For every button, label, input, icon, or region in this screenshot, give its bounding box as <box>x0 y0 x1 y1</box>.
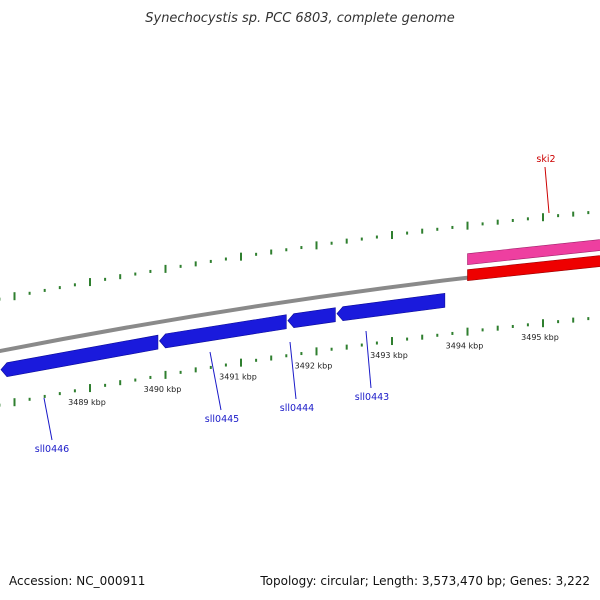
gene-label-sll0445: sll0445 <box>205 414 239 425</box>
tick-labels: 3489 kbp 3490 kbp 3491 kbp 3492 kbp 3493 kbp… <box>68 333 559 407</box>
tick-label: 3494 kbp <box>446 342 484 351</box>
gene-ski2-track-a <box>467 239 600 265</box>
gene-labels: sll0446 sll0445 sll0444 sll0443 ski2 <box>35 154 556 455</box>
gene-sll0444 <box>287 307 336 328</box>
leader-line-sll0445 <box>209 351 222 411</box>
tick-row-lower <box>0 317 590 407</box>
gene-sll0445 <box>159 314 287 349</box>
gene-sll0443 <box>336 293 446 321</box>
gene-features <box>0 239 600 377</box>
map-title: Synechocystis sp. PCC 6803, complete gen… <box>145 11 454 26</box>
gene-label-sll0443: sll0443 <box>355 392 389 403</box>
tick-label: 3492 kbp <box>295 361 333 370</box>
gene-label-sll0446: sll0446 <box>35 444 69 455</box>
genome-summary-text: Topology: circular; Length: 3,573,470 bp… <box>260 574 590 588</box>
tick-label: 3495 kbp <box>521 333 559 342</box>
tick-label: 3491 kbp <box>219 373 257 382</box>
tick-label: 3493 kbp <box>370 351 408 360</box>
gene-label-ski2: ski2 <box>536 154 555 165</box>
tick-row-upper <box>0 211 590 301</box>
tick-label: 3490 kbp <box>144 385 182 394</box>
leader-line-ski2 <box>544 166 550 214</box>
leader-line-sll0444 <box>289 341 297 400</box>
tick-label: 3489 kbp <box>68 398 106 407</box>
leader-line-sll0443 <box>365 330 372 389</box>
gene-sll0446 <box>0 334 159 377</box>
gene-label-sll0444: sll0444 <box>280 403 314 414</box>
gene-ski2-track-b <box>467 255 600 281</box>
leader-line-sll0446 <box>43 397 53 441</box>
accession-text: Accession: NC_000911 <box>9 574 146 588</box>
